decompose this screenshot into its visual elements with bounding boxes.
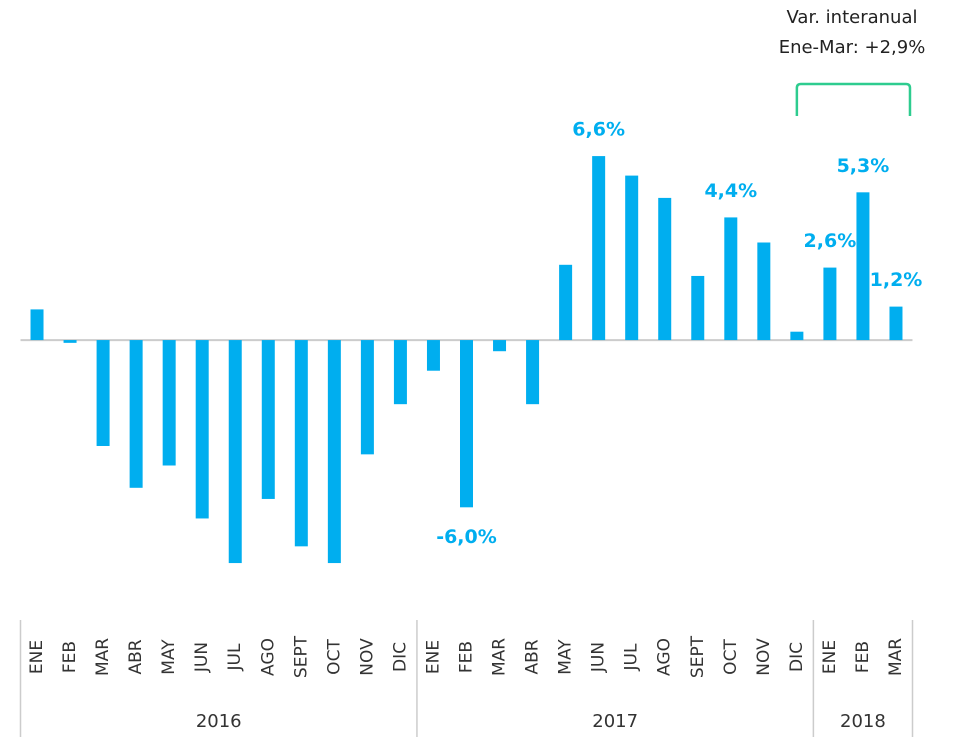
bar — [724, 217, 738, 341]
bar — [96, 340, 110, 446]
bar — [327, 340, 341, 564]
bar — [294, 340, 308, 547]
group-label: 2017 — [592, 711, 638, 732]
value-label: 6,6% — [572, 119, 625, 141]
x-tick-label: SEPT — [291, 635, 311, 678]
x-tick-label: AGO — [258, 638, 278, 676]
bar — [559, 264, 573, 341]
x-tick-label: OCT — [324, 639, 344, 675]
bar — [625, 175, 639, 341]
x-tick-label: FEB — [60, 641, 80, 673]
x-tick-label: ENE — [423, 640, 443, 674]
bar — [526, 340, 540, 405]
bar — [261, 340, 275, 499]
x-tick-label: FEB — [853, 641, 873, 673]
x-tick-label: NOV — [754, 638, 774, 676]
x-tick-label: MAR — [886, 638, 906, 676]
group-label: 2016 — [196, 711, 242, 732]
x-tick-label: SEPT — [688, 635, 708, 678]
value-label: 2,6% — [804, 230, 857, 252]
group-label: 2018 — [840, 711, 886, 732]
value-label: -6,0% — [436, 526, 497, 548]
bar — [228, 340, 242, 564]
x-tick-label: MAY — [556, 639, 576, 675]
bar — [360, 340, 374, 455]
x-tick-label: MAR — [93, 638, 113, 676]
bar — [658, 197, 672, 341]
x-tick-label: MAR — [490, 638, 510, 676]
bar — [162, 340, 176, 466]
x-tick-label: ENE — [27, 640, 47, 674]
bar — [393, 340, 407, 405]
bar — [790, 331, 804, 341]
value-label: 1,2% — [870, 269, 923, 291]
bar — [757, 242, 771, 341]
x-tick-label: ABR — [126, 639, 146, 674]
x-tick-label: AGO — [655, 638, 675, 676]
x-tick-label: FEB — [457, 641, 477, 673]
x-tick-label: JUL — [225, 643, 245, 671]
bar — [129, 340, 143, 488]
bar — [691, 275, 705, 341]
x-tick-label: JUN — [589, 642, 609, 673]
bar — [63, 340, 77, 343]
x-tick-label: DIC — [787, 642, 807, 672]
bar — [195, 340, 209, 519]
annotation: Ene-Mar: +2,9% — [779, 37, 926, 58]
x-tick-label: ABR — [523, 639, 543, 674]
annotation: Var. interanual — [787, 7, 918, 28]
bar — [889, 306, 903, 341]
annotation-bracket — [795, 82, 912, 116]
bar — [426, 340, 440, 371]
bar — [460, 340, 473, 508]
bar — [823, 267, 837, 341]
x-tick-label: MAY — [159, 639, 179, 675]
x-tick-label: JUN — [192, 642, 212, 673]
x-tick-label: ENE — [820, 640, 840, 674]
bar — [493, 340, 507, 352]
bar — [856, 192, 870, 341]
value-label: 5,3% — [837, 155, 890, 177]
x-tick-label: NOV — [357, 638, 377, 676]
bar — [30, 309, 44, 341]
value-label: 4,4% — [704, 180, 757, 202]
x-tick-label: OCT — [721, 639, 741, 675]
x-tick-label: DIC — [390, 642, 410, 672]
bar — [592, 156, 606, 341]
x-tick-label: JUL — [622, 643, 642, 671]
